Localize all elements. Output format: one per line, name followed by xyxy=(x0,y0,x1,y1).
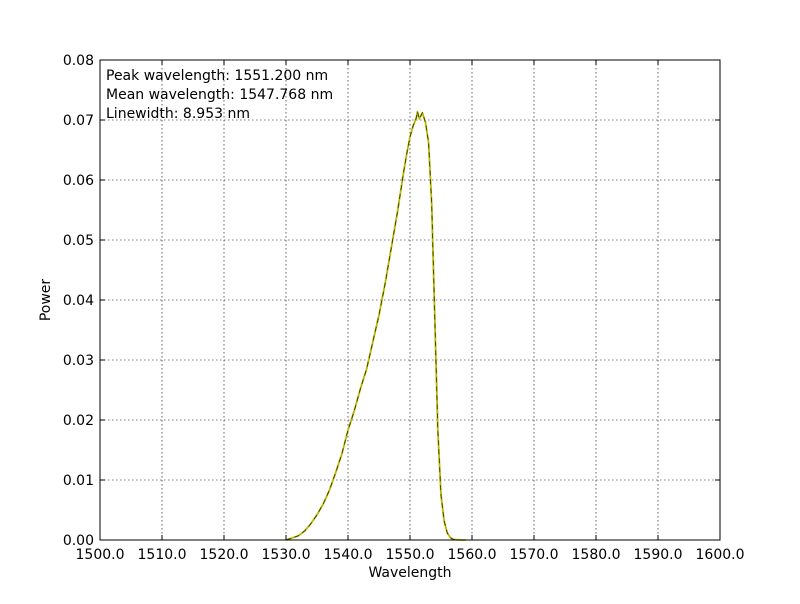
y-axis-label: Power xyxy=(38,279,54,322)
x-tick-label: 1560.0 xyxy=(448,547,497,563)
y-tick-label: 0.00 xyxy=(63,533,94,549)
x-axis-label: Wavelength xyxy=(368,565,451,581)
y-tick-label: 0.07 xyxy=(63,113,94,129)
annotation-peak-wavelength: Peak wavelength: 1551.200 nm xyxy=(106,68,328,84)
series-layer xyxy=(285,110,466,541)
y-tick-labels: 0.00 0.01 0.02 0.03 0.04 0.05 0.06 0.07 0.08 xyxy=(63,53,94,549)
annotation-mean-wavelength: Mean wavelength: 1547.768 nm xyxy=(106,87,333,103)
x-tick-label: 1500.0 xyxy=(76,547,125,563)
y-tick-label: 0.06 xyxy=(63,173,94,189)
x-tick-label: 1540.0 xyxy=(324,547,373,563)
x-tick-label: 1510.0 xyxy=(138,547,187,563)
x-tick-label: 1520.0 xyxy=(200,547,249,563)
x-tick-label: 1580.0 xyxy=(572,547,621,563)
y-tick-label: 0.03 xyxy=(63,353,94,369)
annotation-linewidth: Linewidth: 8.953 nm xyxy=(106,106,250,122)
x-tick-label: 1600.0 xyxy=(696,547,745,563)
series-line-overlay xyxy=(285,111,466,541)
y-tick-label: 0.02 xyxy=(63,413,94,429)
y-tick-label: 0.01 xyxy=(63,473,94,489)
x-tick-label: 1530.0 xyxy=(262,547,311,563)
y-tick-label: 0.05 xyxy=(63,233,94,249)
y-tick-label: 0.08 xyxy=(63,53,94,69)
y-tick-label: 0.04 xyxy=(63,293,94,309)
x-tick-labels: 1500.0 1510.0 1520.0 1530.0 1540.0 1550.0 1560… xyxy=(76,547,745,563)
x-tick-label: 1570.0 xyxy=(510,547,559,563)
x-tick-label: 1550.0 xyxy=(386,547,435,563)
ticks xyxy=(99,59,721,541)
x-tick-label: 1590.0 xyxy=(634,547,683,563)
